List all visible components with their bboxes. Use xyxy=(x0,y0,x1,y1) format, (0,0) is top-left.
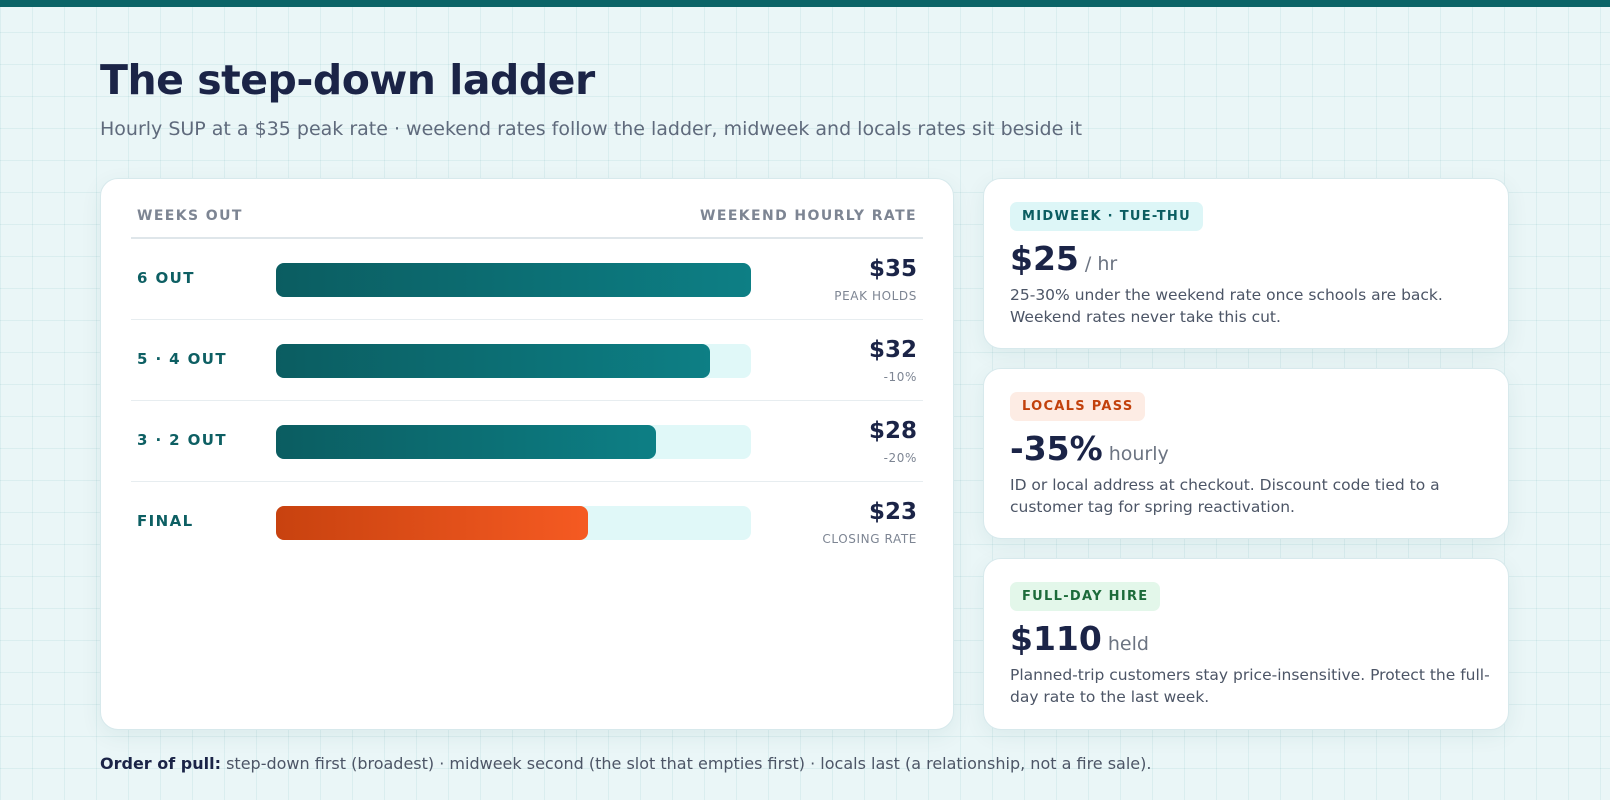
row-value: $35 xyxy=(868,256,917,282)
header-divider xyxy=(131,237,923,239)
column-header-weekend-rate: WEEKEND HOURLY RATE xyxy=(700,208,917,224)
row-label: 6 OUT xyxy=(137,269,195,287)
top-accent-bar xyxy=(0,0,1610,7)
midweek-card: MIDWEEK · TUE-THU $25/ hr 25-30% under t… xyxy=(983,178,1509,349)
ladder-row-6-out: 6 OUT $35 PEAK HOLDS xyxy=(131,239,923,320)
page-title: The step-down ladder xyxy=(100,56,595,104)
locals-pass-value: -35% xyxy=(1010,429,1103,468)
midweek-badge: MIDWEEK · TUE-THU xyxy=(1010,202,1203,231)
column-header-weeks-out: WEEKS OUT xyxy=(137,208,243,224)
footer-lead: Order of pull: xyxy=(100,754,221,773)
ladder-chart-card: WEEKS OUT WEEKEND HOURLY RATE 6 OUT $35 … xyxy=(100,178,954,730)
locals-pass-badge: LOCALS PASS xyxy=(1010,392,1146,421)
bar-final xyxy=(276,506,588,540)
row-label: 3 · 2 OUT xyxy=(137,431,228,449)
row-label: 5 · 4 OUT xyxy=(137,350,228,368)
footer-note: Order of pull: step-down first (broadest… xyxy=(100,754,1151,773)
bar-track xyxy=(276,344,751,378)
full-day-hire-unit: held xyxy=(1107,633,1149,655)
full-day-hire-rate: $110 held xyxy=(1010,619,1149,658)
locals-pass-rate: -35% hourly xyxy=(1010,429,1169,468)
full-day-hire-card: FULL-DAY HIRE $110 held Planned-trip cust… xyxy=(983,558,1509,730)
ladder-row-final: FINAL $23 CLOSING RATE xyxy=(131,482,923,563)
bar-track xyxy=(276,263,751,297)
row-note: PEAK HOLDS xyxy=(834,289,917,303)
bar-6-out xyxy=(276,263,751,297)
bar-track xyxy=(276,506,751,540)
locals-pass-description: ID or local address at checkout. Discoun… xyxy=(1010,476,1440,516)
midweek-unit: / hr xyxy=(1084,253,1118,275)
row-value: $32 xyxy=(868,337,917,363)
bar-track xyxy=(276,425,751,459)
bar-3-2-out xyxy=(276,425,656,459)
midweek-description: 25-30% under the weekend rate once schoo… xyxy=(1010,286,1443,326)
midweek-rate: $25/ hr xyxy=(1010,239,1117,278)
page-subtitle: Hourly SUP at a $35 peak rate · weekend … xyxy=(100,118,1083,140)
ladder-row-3-2-out: 3 · 2 OUT $28 -20% xyxy=(131,401,923,482)
row-value: $28 xyxy=(868,418,917,444)
bar-5-4-out xyxy=(276,344,710,378)
row-label: FINAL xyxy=(137,512,194,530)
locals-pass-unit: hourly xyxy=(1108,443,1169,465)
full-day-hire-value: $110 xyxy=(1010,619,1102,658)
row-value: $23 xyxy=(868,499,917,525)
footer-text: step-down first (broadest) · midweek sec… xyxy=(226,754,1152,773)
row-note: CLOSING RATE xyxy=(822,532,917,546)
midweek-value: $25 xyxy=(1010,239,1079,278)
full-day-hire-badge: FULL-DAY HIRE xyxy=(1010,582,1161,611)
row-note: -10% xyxy=(883,370,917,384)
full-day-hire-description: Planned-trip customers stay price-insens… xyxy=(1010,666,1490,706)
locals-pass-card: LOCALS PASS -35% hourly ID or local addre… xyxy=(983,368,1509,539)
ladder-row-5-4-out: 5 · 4 OUT $32 -10% xyxy=(131,320,923,401)
row-note: -20% xyxy=(883,451,917,465)
